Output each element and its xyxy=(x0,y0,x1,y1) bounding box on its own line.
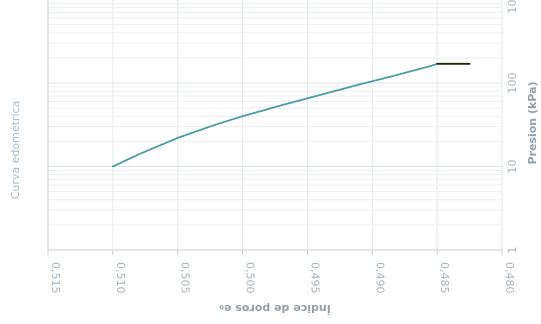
y-tick-label: 1 xyxy=(506,247,519,254)
x-axis-title: Índice de poros e₀ xyxy=(219,302,331,315)
x-tick-label: 0,510 xyxy=(114,262,127,294)
axes xyxy=(47,0,503,255)
series-line-1 xyxy=(112,62,438,168)
x-tick-labels: 0,515 0,510 0,505 0,500 0,495 0,490 0,485 0,480 xyxy=(49,262,516,294)
x-tick-label: 0,505 xyxy=(179,262,192,294)
chart-title: Curva edométrica xyxy=(9,101,22,200)
y-tick-label: 10 xyxy=(506,160,519,174)
x-tick-label: 0,515 xyxy=(49,262,62,294)
y-tick-label: 1000 xyxy=(506,0,519,14)
x-tick-label: 0,490 xyxy=(373,262,386,294)
x-tick-label: 0,480 xyxy=(503,262,516,294)
y-tick-labels: 1 10 100 1000 xyxy=(506,0,519,254)
x-tick-label: 0,495 xyxy=(308,262,321,294)
x-tick-label: 0,485 xyxy=(438,262,451,294)
y-axis-title: Presion (kPa) xyxy=(526,81,539,164)
y-tick-label: 100 xyxy=(506,73,519,94)
grid xyxy=(47,0,503,251)
x-tick-label: 0,500 xyxy=(244,262,257,294)
data-series xyxy=(112,62,471,168)
